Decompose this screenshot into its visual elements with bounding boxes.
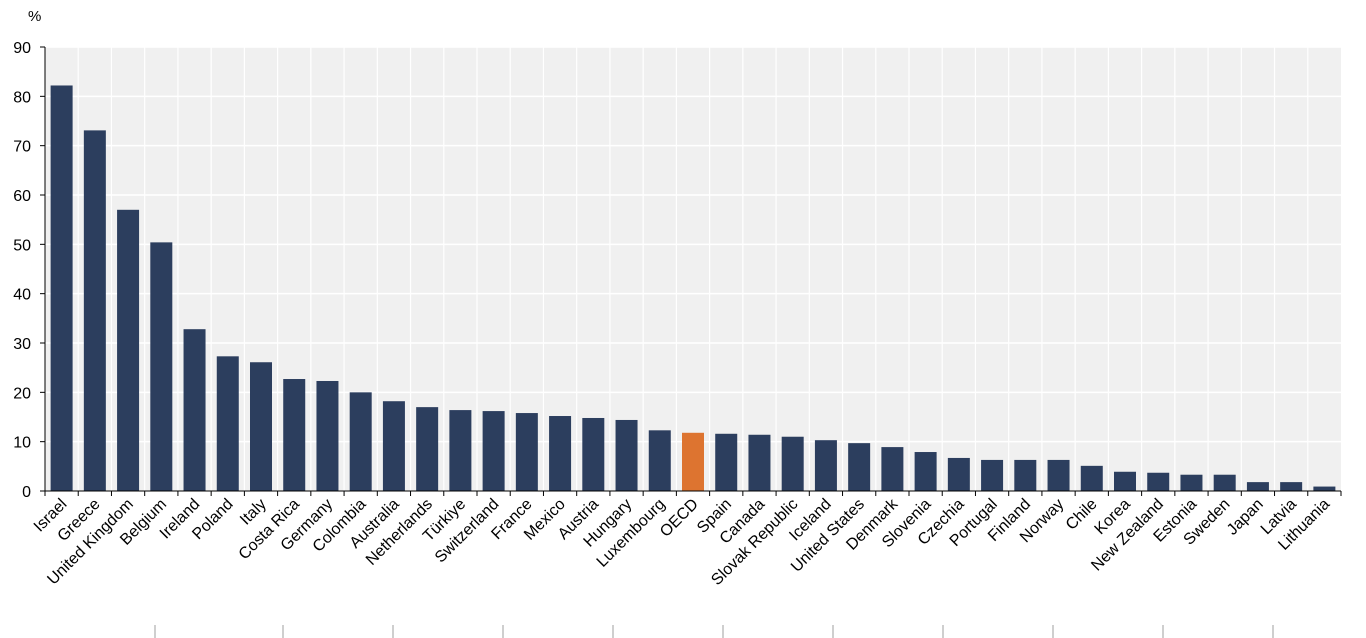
bar-new-zealand xyxy=(1147,472,1170,491)
y-tick-label: 10 xyxy=(13,435,31,452)
bar-germany xyxy=(316,380,339,491)
bar-iceland xyxy=(814,440,837,491)
bar-lithuania xyxy=(1313,486,1336,491)
bar-finland xyxy=(1014,459,1037,491)
bar-italy xyxy=(250,362,272,491)
bar-hungary xyxy=(615,419,638,491)
bar-ireland xyxy=(183,329,206,491)
bar-colombia xyxy=(349,392,372,491)
y-tick-label: 90 xyxy=(13,40,31,57)
y-tick-label: 40 xyxy=(13,287,31,304)
bar-oecd xyxy=(682,432,704,491)
bar-spain xyxy=(715,433,738,491)
bar-sweden xyxy=(1213,474,1236,491)
bar-costa-rica xyxy=(283,379,306,491)
x-tick-label: OECD xyxy=(657,496,702,541)
bar-czechia xyxy=(947,457,970,491)
y-tick-label: 80 xyxy=(13,89,31,106)
bar-slovenia xyxy=(914,452,937,491)
bar-belgium xyxy=(150,242,173,491)
bar-denmark xyxy=(881,447,904,491)
y-tick-label: 50 xyxy=(13,237,31,254)
y-tick-label: 30 xyxy=(13,336,31,353)
bar-t-rkiye xyxy=(449,410,472,491)
bar-switzerland xyxy=(482,411,505,491)
bar-luxembourg xyxy=(648,430,671,491)
bar-mexico xyxy=(549,416,572,491)
footer-ticks xyxy=(154,625,1274,638)
bar-latvia xyxy=(1280,482,1303,491)
bars xyxy=(50,85,1336,492)
bar-portugal xyxy=(981,459,1004,491)
y-tick-label: 0 xyxy=(22,484,31,501)
gridlines xyxy=(45,46,1341,491)
bar-chile xyxy=(1080,465,1103,491)
bar-australia xyxy=(382,401,405,491)
y-tick-label: 60 xyxy=(13,188,31,205)
y-tick-label: 20 xyxy=(13,385,31,402)
bar-greece xyxy=(83,130,106,491)
bar-united-kingdom xyxy=(117,209,140,492)
bar-france xyxy=(515,413,538,491)
bar-norway xyxy=(1047,459,1070,491)
y-tick-labels: 0 10 20 30 40 50 60 70 80 90 xyxy=(13,40,31,501)
bar-korea xyxy=(1114,471,1136,491)
bar-estonia xyxy=(1180,474,1203,491)
bar-japan xyxy=(1246,482,1269,491)
y-tick-label: 70 xyxy=(13,139,31,156)
plot-area xyxy=(45,47,1341,491)
axes xyxy=(40,46,1342,496)
bar-austria xyxy=(582,417,605,491)
bar-united-states xyxy=(848,443,871,491)
bar-israel xyxy=(50,85,73,491)
bar-netherlands xyxy=(416,407,439,491)
bar-poland xyxy=(216,356,239,491)
y-axis-unit-label: % xyxy=(28,8,41,25)
bar-canada xyxy=(748,434,771,491)
x-tick-label: Japan xyxy=(1224,496,1267,539)
bar-slovak-republic xyxy=(781,436,804,491)
